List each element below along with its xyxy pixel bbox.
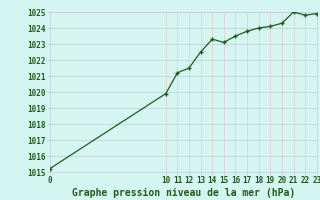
X-axis label: Graphe pression niveau de la mer (hPa): Graphe pression niveau de la mer (hPa) xyxy=(72,188,295,198)
